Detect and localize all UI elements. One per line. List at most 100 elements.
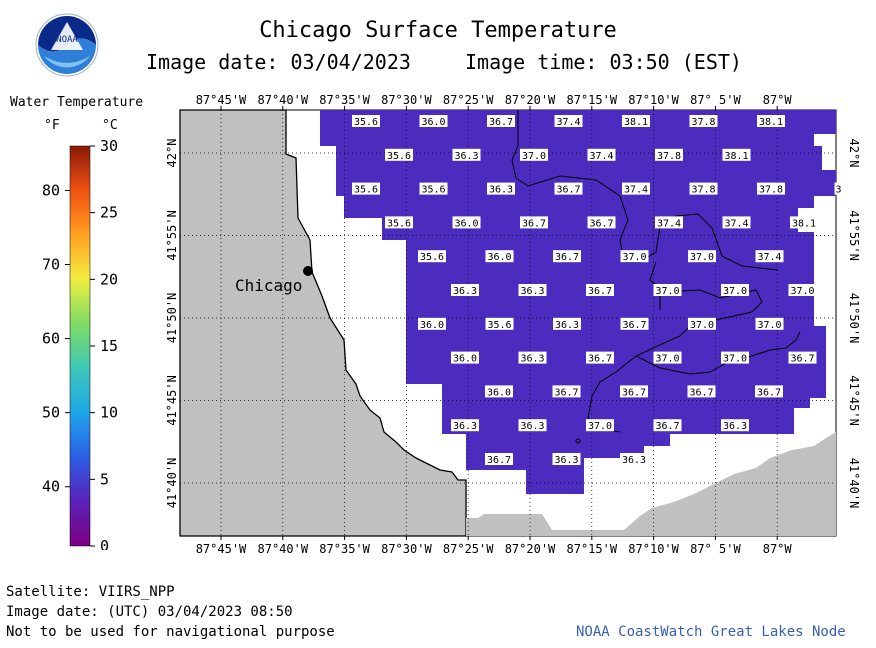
- city-marker-chicago: [303, 266, 313, 276]
- temperature-label: 37.4: [556, 117, 580, 128]
- temperature-label-bg: [755, 250, 784, 263]
- legend-title: Water Temperature: [10, 95, 144, 110]
- temperature-label: 36.3: [622, 455, 646, 466]
- lon-label-top: 87°W: [763, 93, 793, 107]
- lat-label-right: 41°45'N: [847, 375, 861, 426]
- lat-label-left: 41°55'N: [165, 210, 179, 261]
- temperature-label: 36.7: [554, 387, 578, 398]
- temperature-label: 37.0: [655, 354, 679, 365]
- lon-label-bottom: 87°20'W: [505, 542, 556, 556]
- temperature-label: 37.0: [622, 252, 646, 263]
- temperature-label-bg: [620, 250, 649, 263]
- lat-label-right: 41°50'N: [847, 293, 861, 344]
- lon-label-top: 87° 5'W: [690, 93, 741, 107]
- lon-label-bottom: 87°15'W: [567, 542, 618, 556]
- legend-unit-celsius: °C: [102, 118, 118, 133]
- lon-label-top: 87°20'W: [505, 93, 556, 107]
- logo-text: NOAA: [56, 35, 78, 45]
- temperature-label: 36.7: [588, 354, 612, 365]
- temperature-label: 36.3: [453, 421, 477, 432]
- lon-label-bottom: 87°45'W: [196, 542, 247, 556]
- legend-label-f: 40: [42, 478, 60, 496]
- temperature-label-bg: [451, 419, 479, 432]
- temperature-label-bg: [485, 250, 514, 263]
- credit-link[interactable]: NOAA CoastWatch Great Lakes Node: [576, 624, 846, 640]
- legend-label-c: 10: [100, 404, 118, 422]
- temperature-label-bg: [352, 182, 380, 195]
- temperature-label-bg: [721, 419, 749, 432]
- legend-label-f: 50: [42, 404, 60, 422]
- legend-label-c: 30: [100, 140, 118, 155]
- temperature-label-bg: [451, 284, 479, 296]
- temperature-label: 35.6: [387, 218, 411, 229]
- lon-label-bottom: 87°40'W: [258, 542, 309, 556]
- temperature-label-bg: [620, 317, 649, 330]
- temperature-label-bg: [554, 115, 583, 127]
- lat-label-right: 41°40'N: [847, 458, 861, 509]
- temperature-label: 36.3: [555, 320, 579, 331]
- temperature-label-bg: [419, 115, 448, 127]
- temperature-label: 36.3: [489, 185, 513, 196]
- temperature-label-bg: [688, 250, 716, 263]
- temperature-label: 37.8: [691, 117, 715, 128]
- temperature-label: 37.0: [723, 354, 747, 365]
- temperature-label-bg: [586, 351, 614, 364]
- legend-label-f: 80: [42, 181, 60, 199]
- temperature-label-bg: [587, 148, 616, 161]
- temperature-label-bg: [485, 317, 514, 330]
- temperature-label-bg: [721, 351, 749, 364]
- temperature-labels: 35.6 36.0 36.7 37.4 38.1 37.8 38.1 35.6 36.3 37.0…: [352, 115, 843, 466]
- temperature-label-bg: [622, 182, 650, 195]
- temperature-label: 36.7: [489, 117, 513, 128]
- lon-label-bottom: 87°35'W: [319, 542, 370, 556]
- temperature-label: 37.8: [691, 185, 715, 196]
- temperature-label-bg: [757, 182, 785, 195]
- temperature-label-bg: [622, 115, 650, 127]
- temperature-label: 36.7: [757, 387, 781, 398]
- lat-label-left: 41°50'N: [165, 293, 179, 344]
- land-illinois: [179, 109, 467, 537]
- temperature-label-bg: [790, 216, 818, 229]
- temperature-label: 36.3: [554, 455, 578, 466]
- temperature-label-bg: [653, 284, 682, 296]
- temperature-label: 37.0: [655, 286, 679, 297]
- temperature-label-bg: [452, 148, 481, 161]
- legend-unit-fahrenheit: °F: [44, 118, 60, 133]
- lon-label-top: 87°10'W: [628, 93, 679, 107]
- temperature-label-bg: [586, 419, 614, 432]
- temperature-label-bg: [722, 216, 751, 229]
- lon-label-bottom: 87°25'W: [443, 542, 494, 556]
- image-date: Image date: 03/04/2023: [146, 50, 411, 74]
- temperature-label-bg: [385, 216, 413, 229]
- temperature-label-bg: [620, 385, 648, 398]
- temperature-label: 35.6: [487, 320, 511, 331]
- temperature-label-bg: [586, 284, 614, 296]
- lat-label-right: 41°55'N: [847, 210, 861, 261]
- legend-label-f: 60: [42, 330, 60, 348]
- temperature-label: 3: [835, 185, 841, 196]
- temperature-label-bg: [418, 250, 446, 263]
- satellite-info: Satellite: VIIRS_NPP: [6, 584, 175, 600]
- lon-label-bottom: 87°W: [763, 542, 793, 556]
- temperature-label: 36.7: [622, 320, 646, 331]
- temperature-label: 36.0: [487, 252, 511, 263]
- temperature-label: 36.0: [487, 387, 511, 398]
- temperature-label: 36.0: [421, 117, 445, 128]
- temperature-label-bg: [487, 115, 515, 127]
- lat-label-left: 41°40'N: [165, 458, 179, 509]
- temperature-label-bg: [385, 148, 413, 161]
- temperature-label: 36.0: [454, 218, 478, 229]
- temperature-label-bg: [722, 148, 751, 161]
- temperature-label: 35.6: [387, 151, 411, 162]
- temperature-label: 37.0: [757, 320, 781, 331]
- temperature-label-bg: [655, 216, 683, 229]
- temperature-label: 36.7: [555, 252, 579, 263]
- land-indiana: [466, 432, 836, 536]
- temperature-label: 35.6: [354, 185, 378, 196]
- temperature-label: 36.7: [588, 286, 612, 297]
- lon-label-top: 87°45'W: [196, 93, 247, 107]
- lon-label-top: 87°40'W: [258, 93, 309, 107]
- temperature-label: 36.7: [522, 218, 546, 229]
- temperature-label-bg: [451, 351, 479, 364]
- temperature-label-bg: [687, 385, 716, 398]
